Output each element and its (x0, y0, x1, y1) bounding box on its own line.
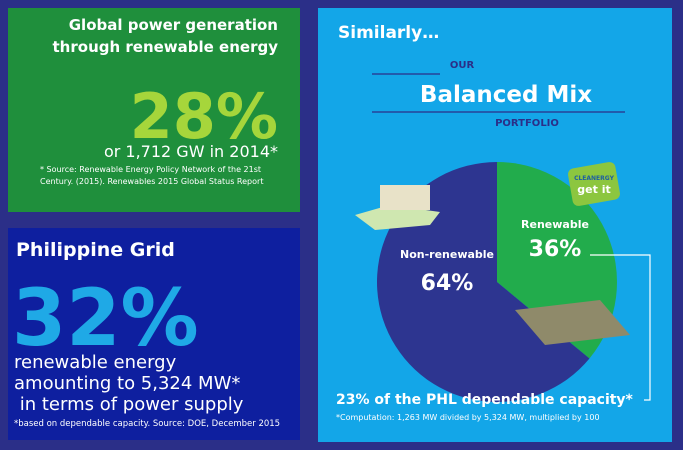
global-source: * Source: Renewable Energy Policy Networ… (40, 165, 261, 174)
mix-title: Balanced Mix (420, 82, 592, 108)
slice-value: 64% (421, 271, 474, 296)
global-title: through renewable energy (53, 38, 279, 56)
grid-line: renewable energy (14, 352, 177, 373)
grid-line: in terms of power supply (14, 394, 244, 415)
grid-title: Philippine Grid (16, 239, 175, 261)
grid-note: *based on dependable capacity. Source: D… (14, 419, 280, 429)
mix-our: OUR (450, 60, 475, 71)
mix-portfolio: PORTFOLIO (495, 118, 559, 129)
slice-label: Non-renewable (400, 248, 494, 261)
connector (590, 254, 651, 401)
global-title: Global power generation (69, 16, 278, 34)
slice-value: 36% (529, 237, 582, 262)
capacity: 23% of the PHL dependable capacity* (336, 392, 634, 408)
global-source: Century. (2015). Renewables 2015 Global … (40, 177, 263, 186)
grid-big: 32% (12, 274, 199, 364)
global-panel (8, 8, 300, 212)
farm-illustration (515, 300, 630, 345)
grid-line: amounting to 5,324 MW* (14, 373, 240, 394)
computation: *Computation: 1,263 MW divided by 5,324 … (336, 413, 600, 422)
badge (568, 162, 620, 206)
badge-text: get it (577, 183, 610, 196)
global-sub: or 1,712 GW in 2014* (104, 142, 278, 161)
plant-illustration (380, 185, 430, 210)
slice-label: Renewable (521, 218, 589, 231)
plant-illustration (355, 205, 440, 230)
badge-text: CLEANERGY (574, 175, 615, 182)
mix-heading: Similarly… (338, 23, 439, 43)
global-big: 28% (130, 80, 278, 153)
grid-panel (8, 228, 300, 440)
